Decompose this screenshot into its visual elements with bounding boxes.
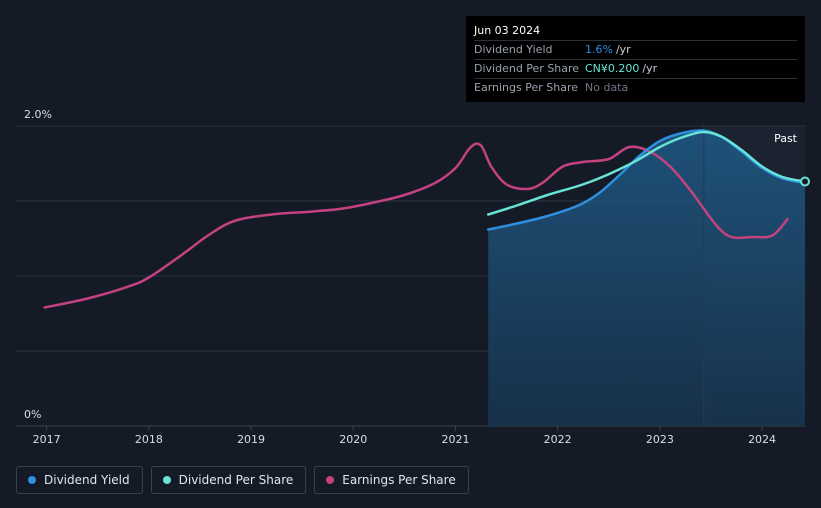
y-tick-label: 2.0%	[24, 108, 52, 121]
legend-label: Earnings Per Share	[342, 473, 456, 487]
x-tick-label: 2023	[646, 433, 674, 446]
tooltip-value: CN¥0.200	[585, 62, 640, 75]
tooltip-value: No data	[585, 81, 629, 94]
series-line-dividend-per-share	[486, 130, 807, 216]
x-tick-label: 2018	[135, 433, 163, 446]
tooltip-row-dividend-per-share: Dividend Per Share CN¥0.200 /yr	[474, 60, 797, 79]
x-tick-label: 2019	[237, 433, 265, 446]
x-tick-label: 2024	[748, 433, 776, 446]
legend-dot-icon	[326, 476, 335, 484]
tooltip-label: Dividend Yield	[474, 43, 553, 56]
x-tick-label: 2021	[441, 433, 469, 446]
legend-label: Dividend Per Share	[178, 473, 294, 487]
tooltip-row-dividend-yield: Dividend Yield 1.6% /yr	[474, 41, 797, 60]
x-tick-label: 2022	[544, 433, 572, 446]
tooltip-label: Earnings Per Share	[474, 81, 579, 94]
dividend-yield-area	[488, 130, 805, 426]
tooltip-date: Jun 03 2024	[474, 22, 797, 41]
legend-dot-icon	[28, 476, 36, 484]
legend-item-dividend-per-share[interactable]: Dividend Per Share	[150, 466, 307, 494]
tooltip-label: Dividend Per Share	[474, 62, 580, 75]
legend-item-dividend-yield[interactable]: Dividend Yield	[16, 466, 143, 494]
chart-tooltip: Jun 03 2024 Dividend Yield 1.6% /yr Divi…	[466, 16, 805, 102]
y-tick-label: 0%	[24, 408, 41, 421]
past-label: Past	[774, 132, 798, 145]
legend-dot-icon	[162, 476, 171, 484]
tooltip-value: 1.6%	[585, 43, 613, 56]
x-tick-label: 2017	[33, 433, 61, 446]
series-line-earnings-per-share	[43, 142, 789, 309]
tooltip-unit: /yr	[642, 62, 658, 75]
chart-legend: Dividend Yield Dividend Per Share Earnin…	[16, 466, 469, 494]
end-marker	[800, 176, 810, 187]
x-tick-label: 2020	[339, 433, 367, 446]
legend-label: Dividend Yield	[44, 473, 130, 487]
tooltip-row-earnings-per-share: Earnings Per Share No data	[474, 79, 797, 97]
legend-item-earnings-per-share[interactable]: Earnings Per Share	[314, 466, 469, 494]
tooltip-unit: /yr	[615, 43, 631, 56]
